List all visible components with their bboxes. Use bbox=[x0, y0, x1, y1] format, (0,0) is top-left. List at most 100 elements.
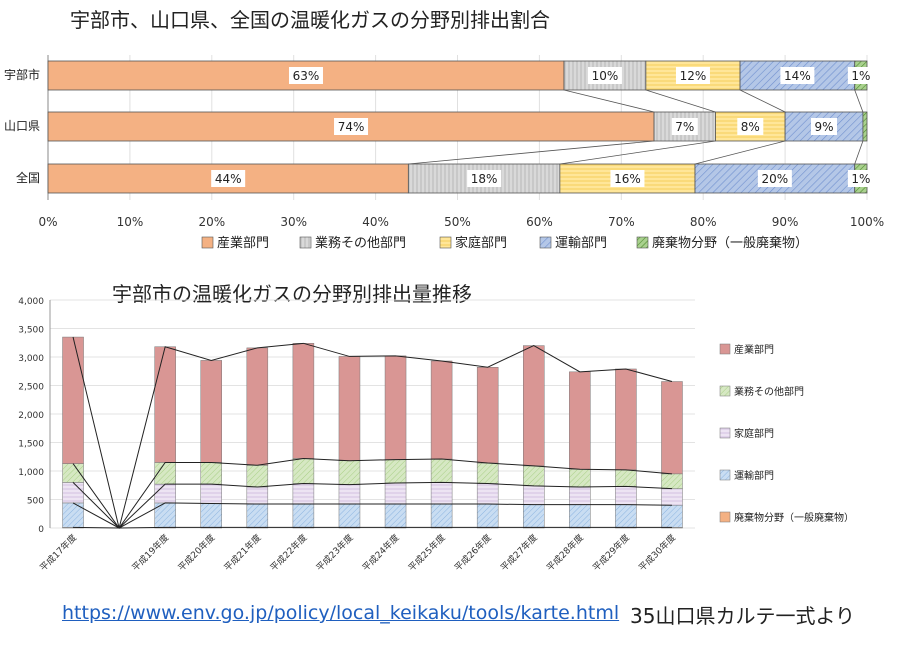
bottom-bar-segment bbox=[476, 462, 499, 484]
bottom-bar-segment bbox=[292, 503, 315, 528]
top-data-label: 9% bbox=[814, 120, 833, 134]
top-data-label-box bbox=[847, 67, 874, 84]
bottom-legend-label: 運輸部門 bbox=[734, 469, 774, 482]
bottom-bar-segment bbox=[200, 503, 222, 528]
top-data-label: 74% bbox=[338, 120, 365, 134]
top-series-connector bbox=[854, 89, 864, 113]
top-data-label-box bbox=[847, 170, 874, 187]
top-x-tick-label: 30% bbox=[280, 215, 307, 229]
bottom-y-tick-label: 4,000 bbox=[18, 297, 44, 307]
bottom-legend-swatch bbox=[719, 343, 731, 355]
bottom-y-tick-label: 2,000 bbox=[18, 411, 44, 421]
top-legend-label: 家庭部門 bbox=[455, 235, 507, 251]
top-data-label: 1% bbox=[851, 69, 870, 83]
top-legend-swatch bbox=[439, 236, 452, 249]
top-data-label: 8% bbox=[741, 120, 760, 134]
bottom-chart-title: 宇部市の温暖化ガスの分野別排出量推移 bbox=[112, 282, 472, 306]
bottom-legend-swatch bbox=[719, 511, 731, 523]
bottom-bar-segment bbox=[661, 473, 683, 489]
top-data-label-box bbox=[610, 170, 645, 187]
bottom-x-tick-label: 平成23年度 bbox=[314, 532, 356, 574]
top-x-tick-label: 100% bbox=[850, 215, 884, 229]
bottom-bar-segment bbox=[338, 484, 361, 505]
bottom-x-tick-label: 平成25年度 bbox=[406, 532, 448, 574]
bottom-x-tick-label: 平成29年度 bbox=[590, 532, 632, 574]
bottom-bar-segment bbox=[569, 504, 591, 528]
bottom-bar-segment bbox=[338, 503, 361, 528]
top-series-connector bbox=[854, 140, 864, 165]
top-legend-swatch bbox=[539, 236, 552, 249]
top-data-label-box bbox=[757, 170, 792, 187]
top-data-label-box bbox=[671, 118, 698, 135]
top-legend-label: 運輸部門 bbox=[555, 236, 607, 251]
top-legend-swatch bbox=[636, 236, 649, 249]
top-data-label-box bbox=[467, 170, 502, 187]
bottom-bar-segment bbox=[62, 482, 84, 504]
source-url-link[interactable]: https://www.env.go.jp/policy/local_keika… bbox=[62, 602, 620, 624]
top-series-connector bbox=[645, 89, 716, 113]
bottom-bar-segment bbox=[523, 465, 545, 487]
bottom-bar-segment bbox=[246, 347, 269, 466]
bottom-bar-segment bbox=[246, 503, 269, 528]
top-x-tick-label: 90% bbox=[772, 215, 799, 229]
bottom-x-tick-label: 平成22年度 bbox=[267, 532, 309, 574]
bottom-y-tick-label: 1,000 bbox=[18, 468, 44, 478]
top-x-tick-label: 60% bbox=[526, 215, 553, 229]
bottom-bar-segment bbox=[384, 482, 407, 505]
top-data-label: 1% bbox=[851, 172, 870, 186]
top-x-tick-label: 80% bbox=[690, 215, 717, 229]
bottom-x-tick-label: 平成30年度 bbox=[636, 532, 678, 574]
bottom-bar-segment bbox=[661, 488, 683, 506]
top-data-label-box bbox=[675, 67, 710, 84]
bottom-bar-segment bbox=[246, 465, 269, 488]
bottom-bar-segment bbox=[200, 462, 222, 485]
top-data-label-box bbox=[334, 118, 369, 135]
bottom-series-line bbox=[73, 526, 672, 529]
bottom-x-tick-label: 平成26年度 bbox=[452, 532, 494, 574]
bottom-y-tick-label: 0 bbox=[38, 525, 44, 535]
bottom-series-line bbox=[72, 502, 672, 529]
top-series-connector bbox=[563, 89, 655, 113]
top-data-label-box bbox=[288, 67, 323, 84]
bottom-bar-segment bbox=[523, 485, 545, 505]
top-chart-title: 宇部市、山口県、全国の温暖化ガスの分野別排出割合 bbox=[70, 8, 550, 32]
top-data-label-box bbox=[211, 170, 246, 187]
top-data-label-box bbox=[811, 118, 838, 135]
bottom-bar-segment bbox=[384, 355, 407, 460]
bottom-bar-segment bbox=[292, 458, 315, 484]
top-series-connector bbox=[739, 89, 786, 113]
bottom-series-line bbox=[72, 457, 673, 529]
bottom-bar-segment bbox=[292, 483, 315, 505]
bottom-bar-segment bbox=[430, 360, 453, 460]
top-legend-label: 業務その他部門 bbox=[315, 235, 406, 251]
top-x-tick-label: 10% bbox=[117, 215, 144, 229]
bottom-x-tick-label: 平成21年度 bbox=[221, 532, 263, 574]
bottom-bar-segment bbox=[661, 504, 683, 528]
top-data-label-box bbox=[737, 118, 764, 135]
bottom-bar-segment bbox=[615, 469, 637, 487]
top-legend-swatch bbox=[201, 236, 214, 249]
top-x-tick-label: 0% bbox=[38, 215, 57, 229]
top-bar-segment bbox=[862, 111, 868, 142]
top-x-tick-label: 50% bbox=[444, 215, 471, 229]
top-category-label: 全国 bbox=[16, 170, 40, 185]
bottom-bar-segment bbox=[154, 483, 176, 504]
top-x-tick-label: 70% bbox=[608, 215, 635, 229]
bottom-bar-segment bbox=[338, 460, 361, 485]
top-series-connector bbox=[559, 140, 716, 165]
bottom-legend-label: 家庭部門 bbox=[734, 427, 774, 440]
bottom-y-tick-label: 3,000 bbox=[18, 354, 44, 364]
top-data-label: 12% bbox=[680, 69, 707, 83]
top-category-label: 宇部市 bbox=[4, 67, 40, 82]
bottom-bar-segment bbox=[569, 371, 591, 470]
bottom-legend-label: 産業部門 bbox=[734, 343, 774, 356]
top-legend-swatch bbox=[299, 236, 312, 249]
top-category-label: 山口県 bbox=[4, 119, 40, 133]
bottom-legend-swatch bbox=[719, 427, 731, 439]
bottom-bar-segment bbox=[384, 503, 407, 528]
bottom-bar-segment bbox=[523, 504, 545, 528]
top-data-label: 20% bbox=[762, 172, 789, 186]
bottom-y-tick-label: 2,500 bbox=[18, 383, 44, 393]
bottom-bar-segment bbox=[154, 346, 176, 463]
bottom-x-tick-label: 平成27年度 bbox=[498, 532, 540, 574]
